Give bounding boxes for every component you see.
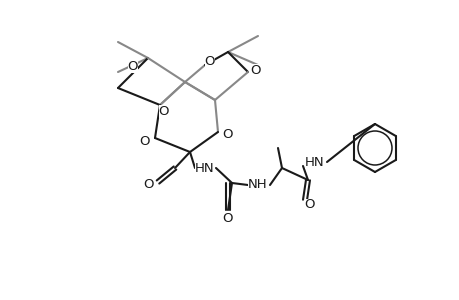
Text: O: O <box>140 134 150 148</box>
Text: O: O <box>158 104 169 118</box>
Text: O: O <box>222 212 233 226</box>
Text: O: O <box>304 199 314 212</box>
Text: O: O <box>250 64 261 76</box>
Text: O: O <box>222 128 233 140</box>
Text: O: O <box>128 59 138 73</box>
Text: NH: NH <box>248 178 267 191</box>
Text: HN: HN <box>304 155 324 169</box>
Text: O: O <box>143 178 154 190</box>
Text: O: O <box>204 55 215 68</box>
Text: HN: HN <box>195 161 214 175</box>
